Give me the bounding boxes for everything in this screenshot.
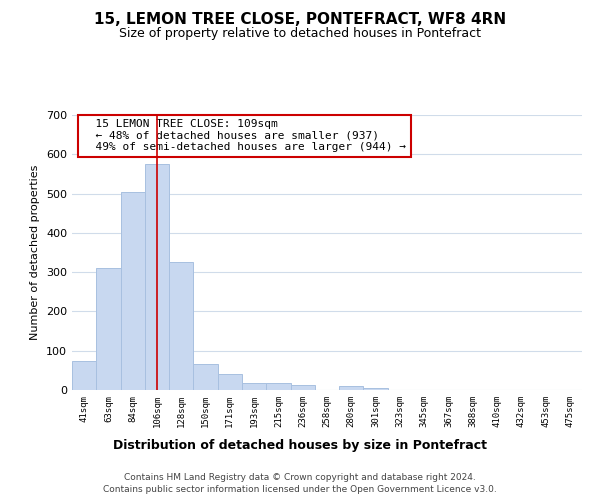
- Text: Contains HM Land Registry data © Crown copyright and database right 2024.: Contains HM Land Registry data © Crown c…: [124, 473, 476, 482]
- Bar: [364, 388, 388, 390]
- Text: Distribution of detached houses by size in Pontefract: Distribution of detached houses by size …: [113, 438, 487, 452]
- Y-axis label: Number of detached properties: Number of detached properties: [31, 165, 40, 340]
- Bar: [72, 360, 96, 390]
- Text: Contains public sector information licensed under the Open Government Licence v3: Contains public sector information licen…: [103, 484, 497, 494]
- Bar: [290, 386, 315, 390]
- Text: 15, LEMON TREE CLOSE, PONTEFRACT, WF8 4RN: 15, LEMON TREE CLOSE, PONTEFRACT, WF8 4R…: [94, 12, 506, 28]
- Bar: [121, 192, 145, 390]
- Bar: [193, 364, 218, 390]
- Bar: [145, 164, 169, 390]
- Bar: [218, 374, 242, 390]
- Bar: [339, 386, 364, 390]
- Bar: [169, 262, 193, 390]
- Text: Size of property relative to detached houses in Pontefract: Size of property relative to detached ho…: [119, 28, 481, 40]
- Text: 15 LEMON TREE CLOSE: 109sqm
  ← 48% of detached houses are smaller (937)
  49% o: 15 LEMON TREE CLOSE: 109sqm ← 48% of det…: [82, 119, 406, 152]
- Bar: [96, 268, 121, 390]
- Bar: [266, 384, 290, 390]
- Bar: [242, 383, 266, 390]
